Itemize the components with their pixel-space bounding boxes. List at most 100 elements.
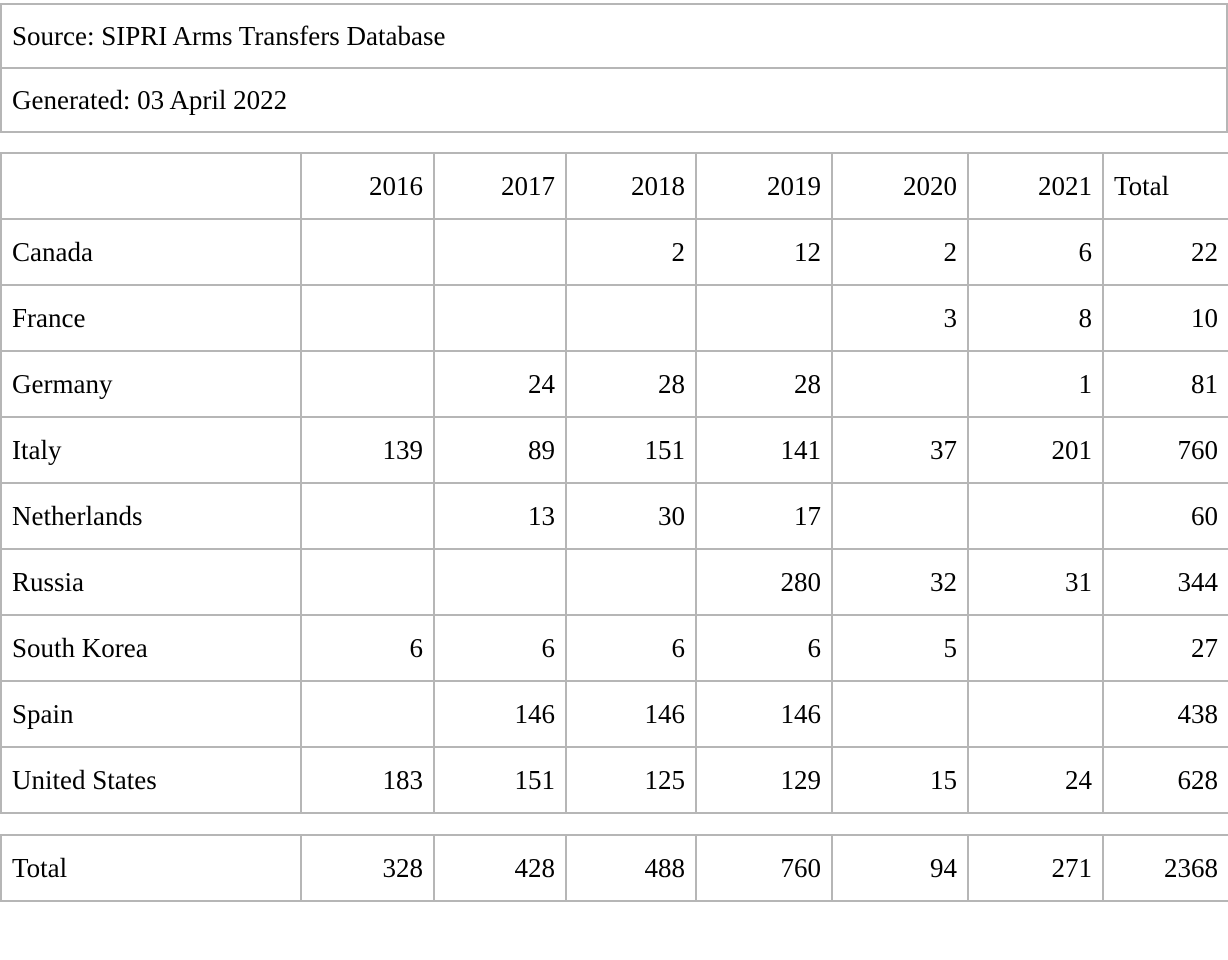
cell-value: [967, 614, 1104, 682]
cell-value: 328: [300, 834, 435, 902]
generated-row: Generated: 03 April 2022: [0, 67, 1228, 133]
cell-value: 37: [831, 416, 969, 484]
cell-value: 6: [300, 614, 435, 682]
cell-value: 28: [565, 350, 697, 418]
cell-value: 2368: [1102, 834, 1228, 902]
column-header-2016: 2016: [300, 152, 435, 220]
cell-value: 81: [1102, 350, 1228, 418]
cell-value: 628: [1102, 746, 1228, 814]
row-label: Germany: [0, 350, 302, 418]
row-label: South Korea: [0, 614, 302, 682]
cell-value: 6: [695, 614, 833, 682]
table-row: Russia 280 32 31 344: [0, 548, 1228, 616]
cell-value: 428: [433, 834, 567, 902]
cell-value: 2: [565, 218, 697, 286]
cell-value: [300, 284, 435, 352]
cell-value: [831, 482, 969, 550]
table-row: Canada 2 12 2 6 22: [0, 218, 1228, 286]
row-label: Russia: [0, 548, 302, 616]
table-row: United States 183 151 125 129 15 24 628: [0, 746, 1228, 814]
total-row: Total 328 428 488 760 94 271 2368: [0, 834, 1228, 902]
column-header-2019: 2019: [695, 152, 833, 220]
cell-value: [300, 482, 435, 550]
cell-value: 271: [967, 834, 1104, 902]
cell-value: [433, 548, 567, 616]
cell-value: 151: [433, 746, 567, 814]
arms-transfers-table: 2016 2017 2018 2019 2020 2021 Total Cana…: [0, 152, 1228, 814]
cell-value: [300, 350, 435, 418]
cell-value: [831, 350, 969, 418]
row-label: Spain: [0, 680, 302, 748]
cell-value: [300, 680, 435, 748]
cell-value: 6: [967, 218, 1104, 286]
table-row: Spain 146 146 146 438: [0, 680, 1228, 748]
cell-value: 24: [433, 350, 567, 418]
source-row: Source: SIPRI Arms Transfers Database: [0, 3, 1228, 69]
row-label: Netherlands: [0, 482, 302, 550]
table-row: Germany 24 28 28 1 81: [0, 350, 1228, 418]
header-row: 2016 2017 2018 2019 2020 2021 Total: [0, 152, 1228, 220]
total-table: Total 328 428 488 760 94 271 2368: [0, 834, 1228, 902]
cell-value: 60: [1102, 482, 1228, 550]
cell-value: [967, 482, 1104, 550]
cell-value: [300, 218, 435, 286]
table-row: France 3 8 10: [0, 284, 1228, 352]
cell-value: [831, 680, 969, 748]
cell-value: 139: [300, 416, 435, 484]
column-header-2017: 2017: [433, 152, 567, 220]
cell-value: 6: [565, 614, 697, 682]
cell-value: 151: [565, 416, 697, 484]
cell-value: [565, 284, 697, 352]
cell-value: 760: [695, 834, 833, 902]
row-label: Total: [0, 834, 302, 902]
cell-value: 3: [831, 284, 969, 352]
cell-value: [433, 218, 567, 286]
row-label: Italy: [0, 416, 302, 484]
cell-value: 146: [565, 680, 697, 748]
cell-value: [433, 284, 567, 352]
total-table-body: Total 328 428 488 760 94 271 2368: [0, 834, 1228, 902]
cell-value: 280: [695, 548, 833, 616]
cell-value: 1: [967, 350, 1104, 418]
cell-value: 89: [433, 416, 567, 484]
cell-value: 2: [831, 218, 969, 286]
table-body: Canada 2 12 2 6 22 France 3 8 10 Germany 24 28 28 1 81 I…: [0, 218, 1228, 814]
cell-value: 30: [565, 482, 697, 550]
cell-value: [300, 548, 435, 616]
cell-value: 8: [967, 284, 1104, 352]
cell-value: [565, 548, 697, 616]
row-label: France: [0, 284, 302, 352]
cell-value: 17: [695, 482, 833, 550]
cell-value: 760: [1102, 416, 1228, 484]
table-row: Italy 139 89 151 141 37 201 760: [0, 416, 1228, 484]
table-row: South Korea 6 6 6 6 5 27: [0, 614, 1228, 682]
column-header-2018: 2018: [565, 152, 697, 220]
table-row: Netherlands 13 30 17 60: [0, 482, 1228, 550]
cell-value: 22: [1102, 218, 1228, 286]
cell-value: 146: [433, 680, 567, 748]
row-label: Canada: [0, 218, 302, 286]
cell-value: 201: [967, 416, 1104, 484]
cell-value: 12: [695, 218, 833, 286]
source-line: Source: SIPRI Arms Transfers Database: [0, 3, 1228, 69]
generated-line: Generated: 03 April 2022: [0, 67, 1228, 133]
cell-value: 13: [433, 482, 567, 550]
cell-value: 5: [831, 614, 969, 682]
column-header-2021: 2021: [967, 152, 1104, 220]
meta-table: Source: SIPRI Arms Transfers Database Ge…: [0, 3, 1228, 133]
column-header-total: Total: [1102, 152, 1228, 220]
row-label: United States: [0, 746, 302, 814]
cell-value: 438: [1102, 680, 1228, 748]
cell-value: 183: [300, 746, 435, 814]
cell-value: [695, 284, 833, 352]
cell-value: 488: [565, 834, 697, 902]
cell-value: 10: [1102, 284, 1228, 352]
cell-value: 141: [695, 416, 833, 484]
column-header-2020: 2020: [831, 152, 969, 220]
cell-value: 31: [967, 548, 1104, 616]
cell-value: 344: [1102, 548, 1228, 616]
cell-value: 28: [695, 350, 833, 418]
cell-value: [967, 680, 1104, 748]
cell-value: 24: [967, 746, 1104, 814]
